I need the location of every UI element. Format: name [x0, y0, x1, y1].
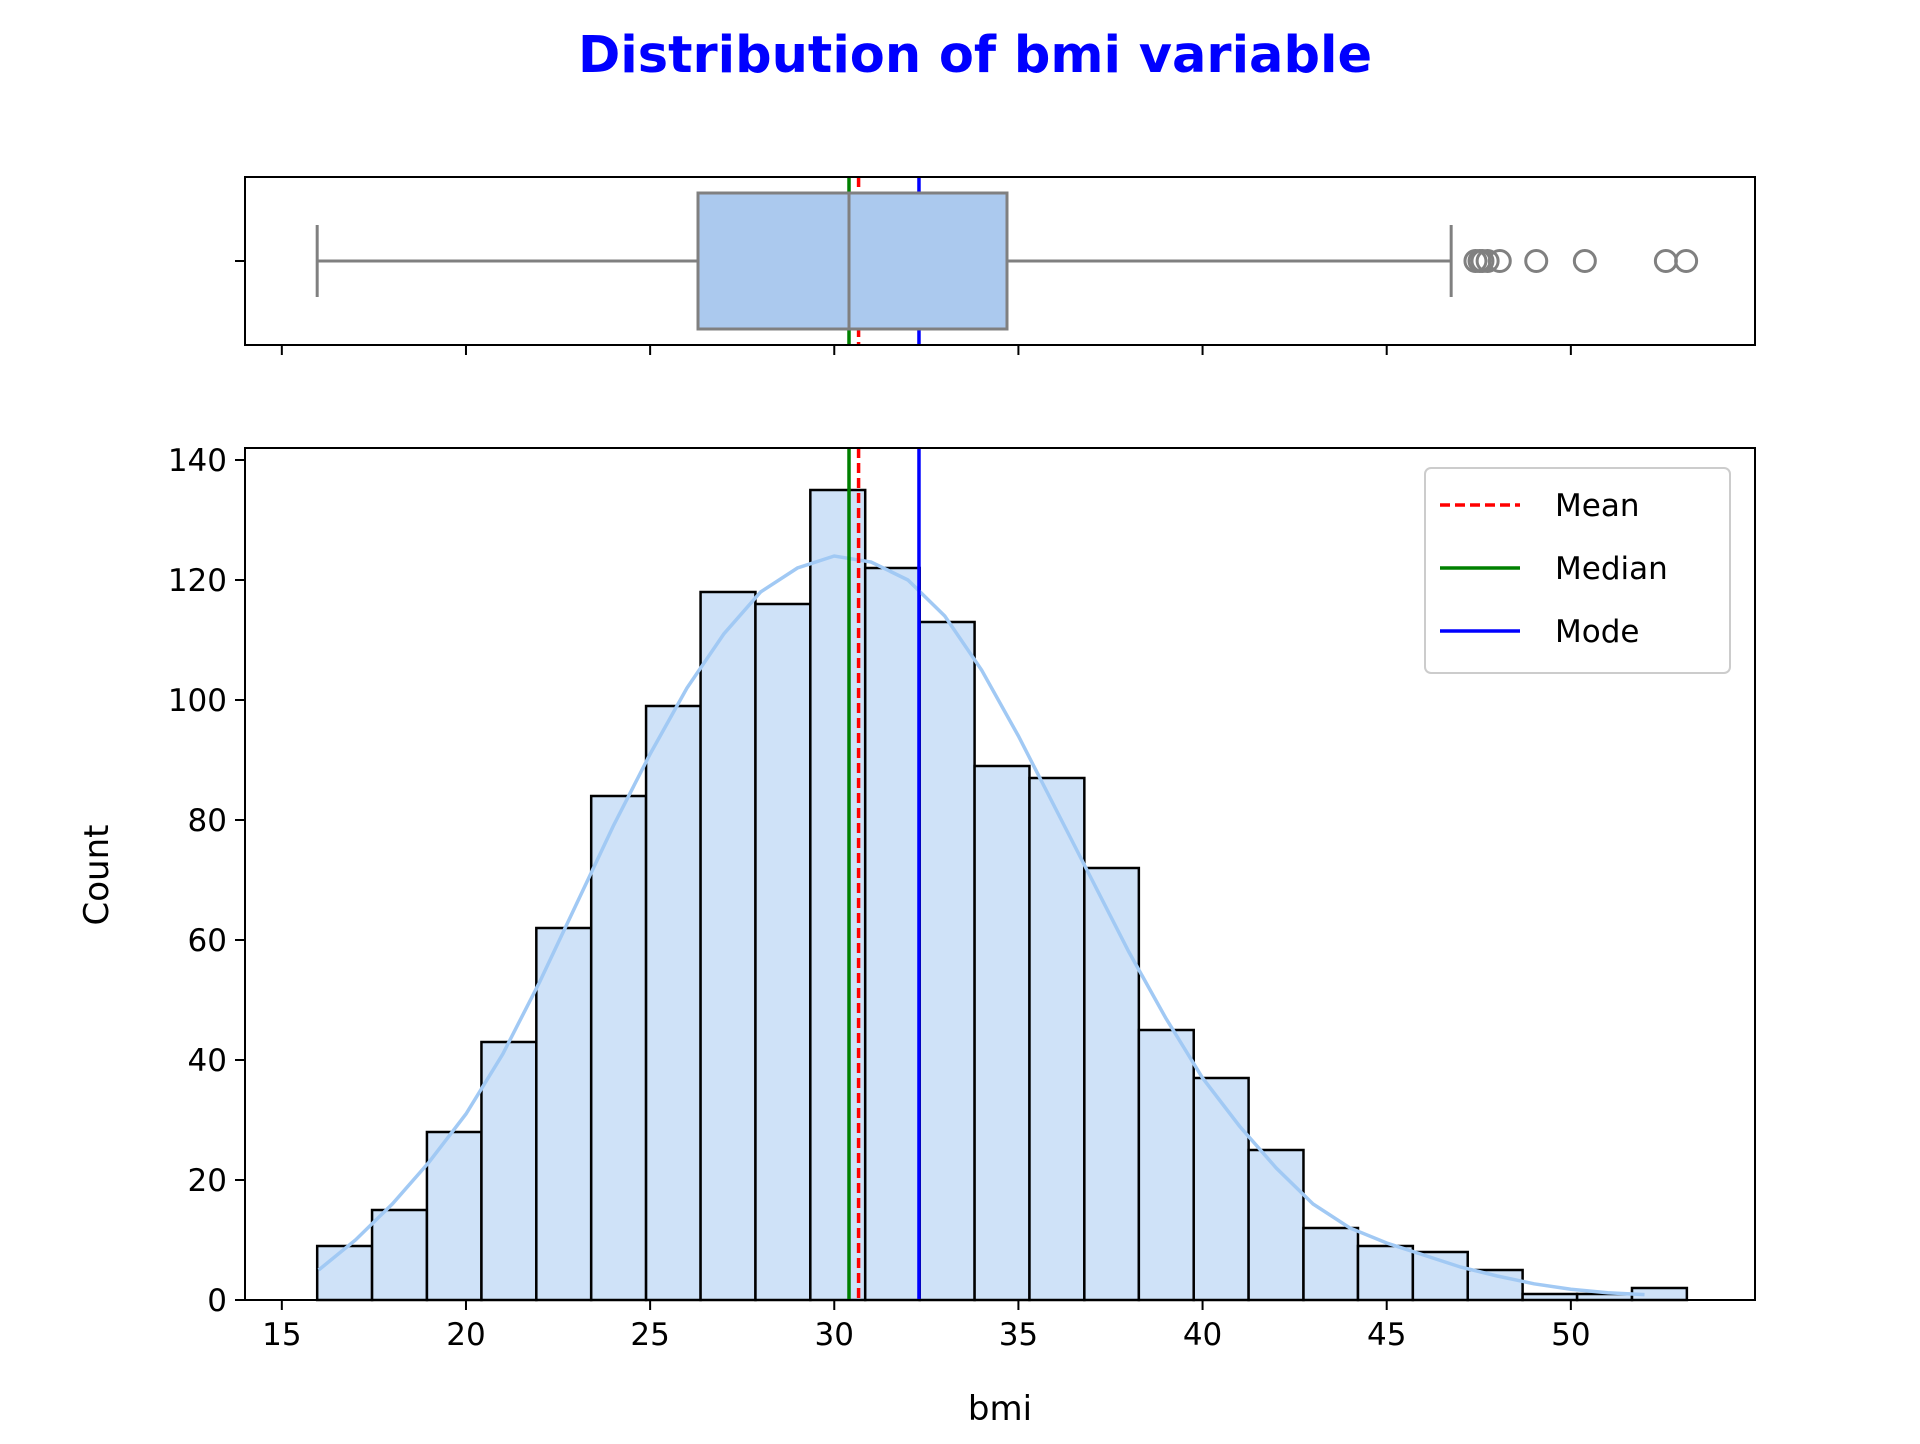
y-tick-label: 20 [188, 1163, 227, 1199]
legend-label-mode: Mode [1555, 614, 1639, 650]
histogram-bar [754, 602, 812, 1302]
outlier-point [1487, 249, 1512, 273]
histogram-bar [1302, 1226, 1360, 1302]
histogram-bar [535, 926, 593, 1302]
histogram-bar [863, 566, 921, 1302]
boxplot-panel [235, 176, 1756, 355]
y-tick-label: 0 [207, 1283, 227, 1319]
histogram-bar [1247, 1148, 1305, 1302]
x-tick-label: 40 [1183, 1317, 1222, 1353]
histogram-bar [1356, 1244, 1415, 1302]
x-tick-label: 25 [630, 1317, 669, 1353]
histogram-frame [244, 447, 1756, 1301]
outlier-point [1524, 249, 1549, 273]
legend-label-mean: Mean [1555, 488, 1639, 524]
x-tick-label: 35 [999, 1317, 1038, 1353]
y-axis-ticks: 0 20 40 60 80 100 120 140 [168, 443, 245, 1319]
chart-title: Distribution of bmi variable [578, 26, 1372, 85]
outlier-point [1674, 249, 1699, 273]
iqr-box [696, 191, 1009, 331]
x-tick-label: 20 [446, 1317, 485, 1353]
x-axis-ticks: 15 20 25 30 35 40 45 50 [262, 1300, 1591, 1353]
y-tick-label: 40 [188, 1043, 227, 1079]
histogram-bar [1028, 776, 1086, 1302]
outlier-point [1475, 249, 1500, 273]
x-axis-label: bmi [968, 1389, 1032, 1429]
outlier-point [1653, 249, 1678, 273]
histogram-bar [973, 764, 1031, 1302]
y-tick-label: 100 [168, 683, 227, 719]
histogram-bar [480, 1040, 538, 1302]
histogram-bar [425, 1130, 483, 1302]
histogram-bar [1083, 866, 1141, 1302]
boxplot-body [315, 191, 1699, 331]
x-tick-label: 15 [262, 1317, 301, 1353]
histogram-bar [809, 488, 867, 1302]
histogram-bar [699, 590, 757, 1302]
histogram-bar [315, 1244, 374, 1302]
legend: Mean Median Mode [1424, 467, 1731, 674]
x-tick-label: 30 [815, 1317, 854, 1353]
histogram-bar [918, 620, 976, 1302]
legend-label-median: Median [1555, 551, 1668, 587]
y-tick-label: 140 [168, 443, 227, 479]
histogram-bar [370, 1208, 429, 1302]
y-axis-label: Count [77, 825, 117, 926]
y-tick-label: 60 [188, 923, 227, 959]
histogram-bars [315, 488, 1689, 1302]
x-tick-label: 50 [1551, 1317, 1590, 1353]
outlier-point [1572, 249, 1597, 273]
y-tick-label: 120 [168, 563, 227, 599]
histogram-bar [1192, 1076, 1250, 1302]
histogram-reference-lines [847, 448, 921, 1300]
histogram-bar [1137, 1028, 1195, 1302]
y-tick-label: 80 [188, 803, 227, 839]
x-tick-label: 45 [1367, 1317, 1406, 1353]
legend-entries: Mean Median Mode [1440, 488, 1668, 650]
legend-frame [1424, 467, 1731, 674]
histogram-bar [644, 704, 702, 1302]
histogram-bar [589, 794, 648, 1302]
boxplot-x-ticks [280, 345, 1572, 355]
kde-curve [317, 554, 1645, 1297]
